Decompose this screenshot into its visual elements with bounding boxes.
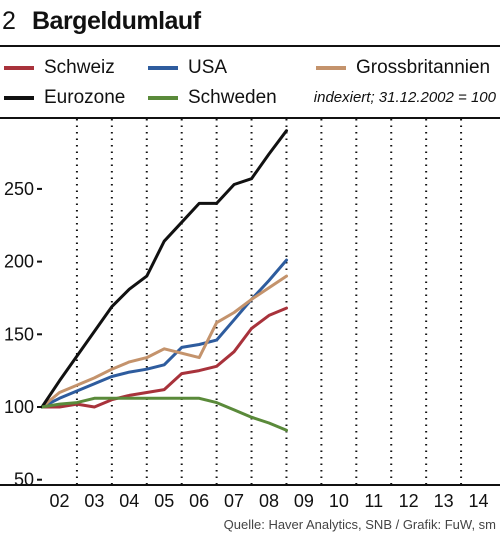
y-tick-label: 200 bbox=[4, 252, 34, 272]
series-line-usa bbox=[40, 258, 288, 409]
source-note: Quelle: Haver Analytics, SNB / Grafik: F… bbox=[223, 517, 496, 532]
y-tick-label: 250 bbox=[4, 179, 34, 199]
index-note: indexiert; 31.12.2002 = 100 bbox=[313, 89, 496, 106]
x-tick-label: 10 bbox=[329, 491, 349, 511]
series-line-eurozone bbox=[40, 129, 288, 409]
header-rule bbox=[0, 45, 500, 47]
x-tick-label: 13 bbox=[434, 491, 454, 511]
legend-swatch-eurozone bbox=[4, 96, 34, 100]
x-tick-label: 04 bbox=[119, 491, 139, 511]
chart-title: Bargeldumlauf bbox=[32, 7, 201, 35]
legend-label-grossbritannien: Grossbritannien bbox=[356, 57, 491, 78]
x-tick-label: 11 bbox=[364, 491, 383, 511]
y-tick-label: 50 bbox=[14, 470, 34, 490]
x-tick-label: 08 bbox=[259, 491, 279, 511]
y-tick-label: 100 bbox=[4, 397, 34, 417]
chart-number: 2 bbox=[2, 7, 16, 35]
legend-swatch-schweden bbox=[148, 96, 178, 100]
legend-label-eurozone: Eurozone bbox=[44, 87, 126, 108]
chart-top-rule bbox=[0, 117, 500, 119]
series-line-grossbritannien bbox=[40, 274, 288, 409]
x-tick-label: 06 bbox=[189, 491, 209, 511]
line-chart: 50 100 150 200 250 02 03 04 05 06 07 08 09 10 11 12 13 14 bbox=[0, 119, 500, 511]
legend-label-schweden: Schweden bbox=[188, 87, 277, 108]
x-tick-label: 12 bbox=[399, 491, 419, 511]
series-line-schweden bbox=[40, 396, 288, 432]
legend-swatch-usa bbox=[148, 66, 178, 70]
legend-item-usa: USA bbox=[148, 57, 227, 79]
legend-swatch-grossbritannien bbox=[316, 66, 346, 70]
x-tick-label: 09 bbox=[294, 491, 314, 511]
legend-item-eurozone: Eurozone bbox=[4, 87, 125, 109]
legend-item-grossbritannien: Grossbritannien bbox=[316, 57, 490, 79]
y-tick-label: 150 bbox=[4, 324, 34, 344]
series-line-schweiz bbox=[40, 306, 288, 409]
x-tick-label: 03 bbox=[84, 491, 104, 511]
legend-label-schweiz: Schweiz bbox=[44, 57, 115, 78]
series-lines bbox=[40, 129, 288, 432]
chart-header: 2 Bargeldumlauf bbox=[0, 0, 500, 44]
x-tick-label: 07 bbox=[224, 491, 244, 511]
grid-lines bbox=[75, 119, 463, 485]
axes: 50 100 150 200 250 02 03 04 05 06 07 08 09 10 11 12 13 14 bbox=[0, 179, 500, 511]
legend-item-schweden: Schweden bbox=[148, 87, 277, 109]
x-tick-label: 05 bbox=[154, 491, 174, 511]
legend-swatch-schweiz bbox=[4, 66, 34, 70]
legend-label-usa: USA bbox=[188, 57, 228, 78]
x-tick-label: 14 bbox=[469, 491, 489, 511]
x-tick-label: 02 bbox=[49, 491, 69, 511]
legend-item-schweiz: Schweiz bbox=[4, 57, 115, 79]
